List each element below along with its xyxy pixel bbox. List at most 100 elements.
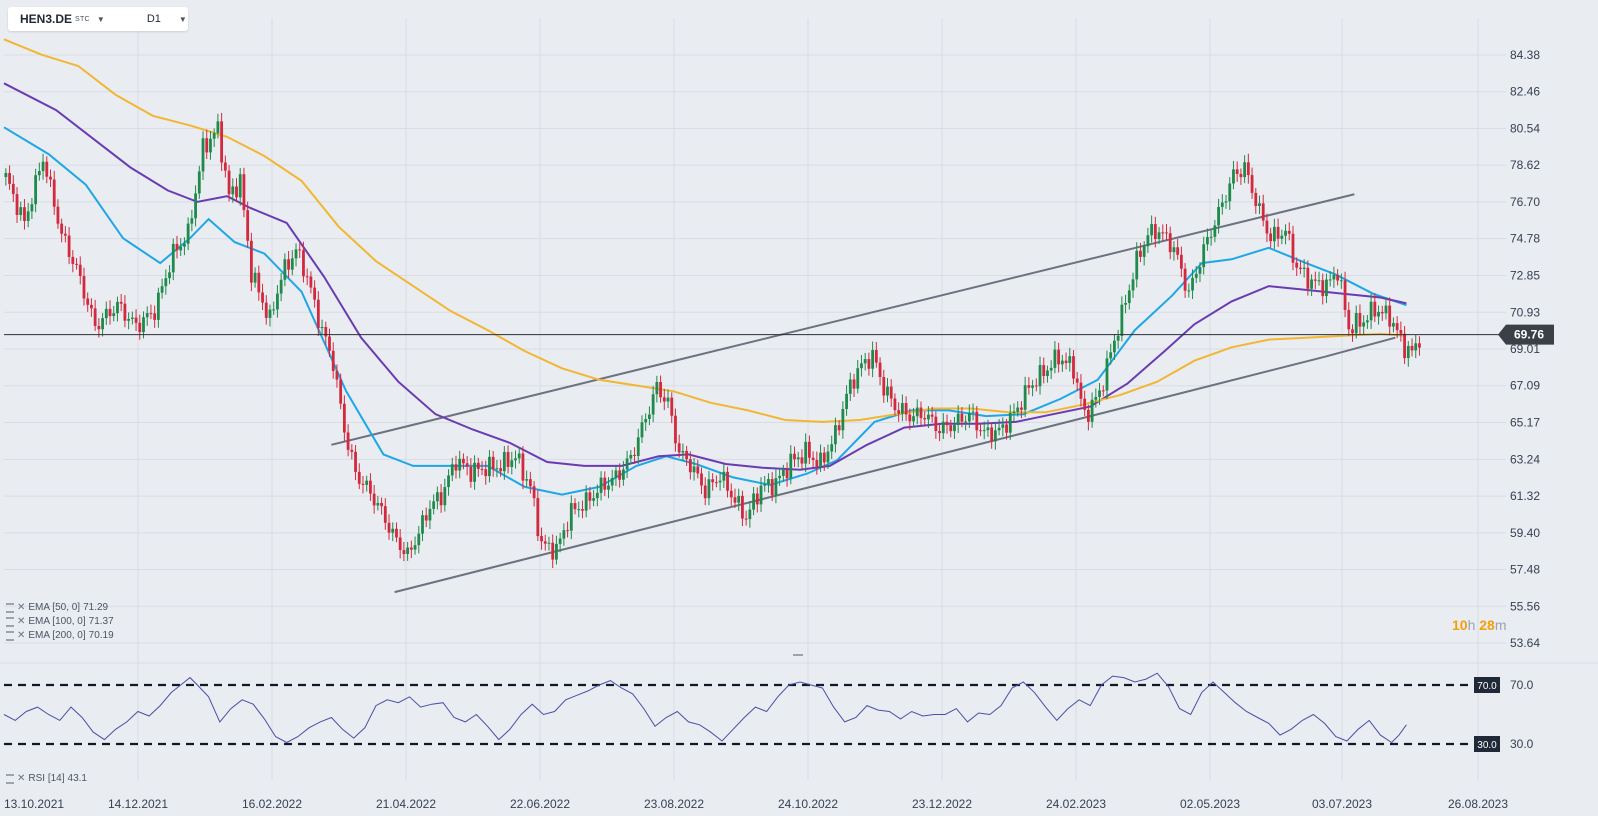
candle-body xyxy=(1005,424,1008,433)
candle-body xyxy=(145,313,149,318)
candle-body xyxy=(610,478,614,486)
candle-body xyxy=(309,276,313,288)
candle-body xyxy=(1191,277,1194,291)
candle-body xyxy=(830,444,834,452)
candle-body xyxy=(1157,232,1161,240)
legend-rsi[interactable]: ✕ RSI [14] 43.1 xyxy=(6,773,87,784)
candle-body xyxy=(1217,206,1220,226)
time-axis[interactable]: 13.10.2021 14.12.2021 16.02.2022 21.04.2022… xyxy=(4,797,1508,811)
timeframe-dropdown-icon[interactable]: ▼ xyxy=(178,14,187,24)
ema-line xyxy=(3,38,1407,423)
candle-body xyxy=(287,259,290,270)
price-tick-label: 78.62 xyxy=(1510,158,1540,172)
settings-icon[interactable] xyxy=(6,630,14,641)
candle-body xyxy=(465,463,469,467)
candle-body xyxy=(618,470,622,480)
candle-body xyxy=(190,218,194,224)
candle-body xyxy=(990,427,994,442)
candle-body xyxy=(867,359,871,369)
candle-body xyxy=(1020,407,1023,410)
candle-body xyxy=(1403,333,1406,359)
symbol-selector[interactable]: HEN3.DE STC ▼ D1 ▼ xyxy=(8,7,188,31)
rsi-line xyxy=(3,672,1407,744)
legend-ema-200[interactable]: ✕ EMA [200, 0] 70.19 xyxy=(6,630,114,641)
candle-body xyxy=(517,453,521,459)
candle-body xyxy=(677,443,681,453)
symbol-dropdown-icon[interactable]: ▼ xyxy=(96,14,105,24)
candle-body xyxy=(223,162,227,171)
candle-body xyxy=(1373,301,1377,317)
close-icon[interactable]: ✕ xyxy=(17,616,26,627)
close-icon[interactable]: ✕ xyxy=(17,602,26,613)
candle-body xyxy=(1049,367,1053,371)
candle-body xyxy=(142,317,145,333)
candle-body xyxy=(56,206,60,224)
candle-body xyxy=(908,414,912,422)
candle-body xyxy=(1153,224,1157,240)
candlesticks xyxy=(4,112,1421,569)
last-price-label: 69.76 xyxy=(1514,328,1544,342)
candle-body xyxy=(1124,303,1127,305)
candle-body xyxy=(209,138,212,153)
candle-body xyxy=(26,211,30,222)
candle-body xyxy=(1001,424,1005,428)
candle-body xyxy=(63,233,67,236)
candle-body xyxy=(1328,279,1332,281)
candle-body xyxy=(1313,279,1317,281)
candle-body xyxy=(138,322,142,333)
candle-body xyxy=(11,183,15,195)
candle-body xyxy=(75,263,78,265)
candle-body xyxy=(897,410,901,414)
candle-body xyxy=(447,475,450,488)
candle-body xyxy=(770,479,774,496)
close-icon[interactable]: ✕ xyxy=(17,773,26,784)
candle-body xyxy=(767,479,770,485)
price-tick-label: 72.85 xyxy=(1510,269,1540,283)
timeframe-value[interactable]: D1 xyxy=(146,13,161,25)
trendlines xyxy=(331,193,1396,594)
settings-icon[interactable] xyxy=(6,602,14,613)
candle-body xyxy=(1410,345,1414,351)
date-tick-label: 16.02.2022 xyxy=(242,797,302,811)
candle-body xyxy=(216,121,220,134)
candle-countdown: 10h 28m xyxy=(1452,617,1507,633)
candle-body xyxy=(491,456,495,470)
candle-body xyxy=(1142,246,1146,257)
candle-body xyxy=(1395,323,1399,331)
candle-body xyxy=(506,452,510,467)
candle-body xyxy=(450,464,454,476)
candle-body xyxy=(893,398,897,411)
legend-ema-100[interactable]: ✕ EMA [100, 0] 71.37 xyxy=(6,616,114,627)
candle-body xyxy=(335,371,339,380)
candle-body xyxy=(796,457,800,460)
candle-body xyxy=(949,425,953,432)
rsi-pane[interactable]: 70.0 70.0 30.0 30.0 xyxy=(3,672,1534,752)
candle-body xyxy=(1306,267,1310,289)
candle-body xyxy=(183,243,186,247)
candle-body xyxy=(473,462,476,482)
candle-body xyxy=(852,379,856,389)
close-icon[interactable]: ✕ xyxy=(17,630,26,641)
price-tick-label: 67.09 xyxy=(1510,379,1540,393)
candle-body xyxy=(242,174,246,211)
candle-body xyxy=(1179,254,1183,269)
candle-body xyxy=(822,452,826,463)
settings-icon[interactable] xyxy=(6,616,14,627)
candle-body xyxy=(793,453,796,460)
candle-body xyxy=(815,460,819,467)
candle-body xyxy=(975,411,979,431)
settings-icon[interactable] xyxy=(6,773,14,784)
legend-value: 70.19 xyxy=(88,630,114,641)
candle-body xyxy=(4,173,8,178)
candle-body xyxy=(283,259,287,280)
candle-body xyxy=(562,530,566,539)
candle-body xyxy=(755,493,759,505)
candle-body xyxy=(380,502,383,507)
candle-body xyxy=(443,487,447,506)
symbol-name[interactable]: HEN3.DE xyxy=(20,12,73,26)
legend-ema-50[interactable]: ✕ EMA [50, 0] 71.29 xyxy=(6,602,108,613)
candle-body xyxy=(543,541,547,544)
price-axis[interactable]: 84.38 82.46 80.54 78.62 76.70 74.78 72.85 70.93… xyxy=(1510,48,1540,650)
candle-body xyxy=(212,133,216,139)
